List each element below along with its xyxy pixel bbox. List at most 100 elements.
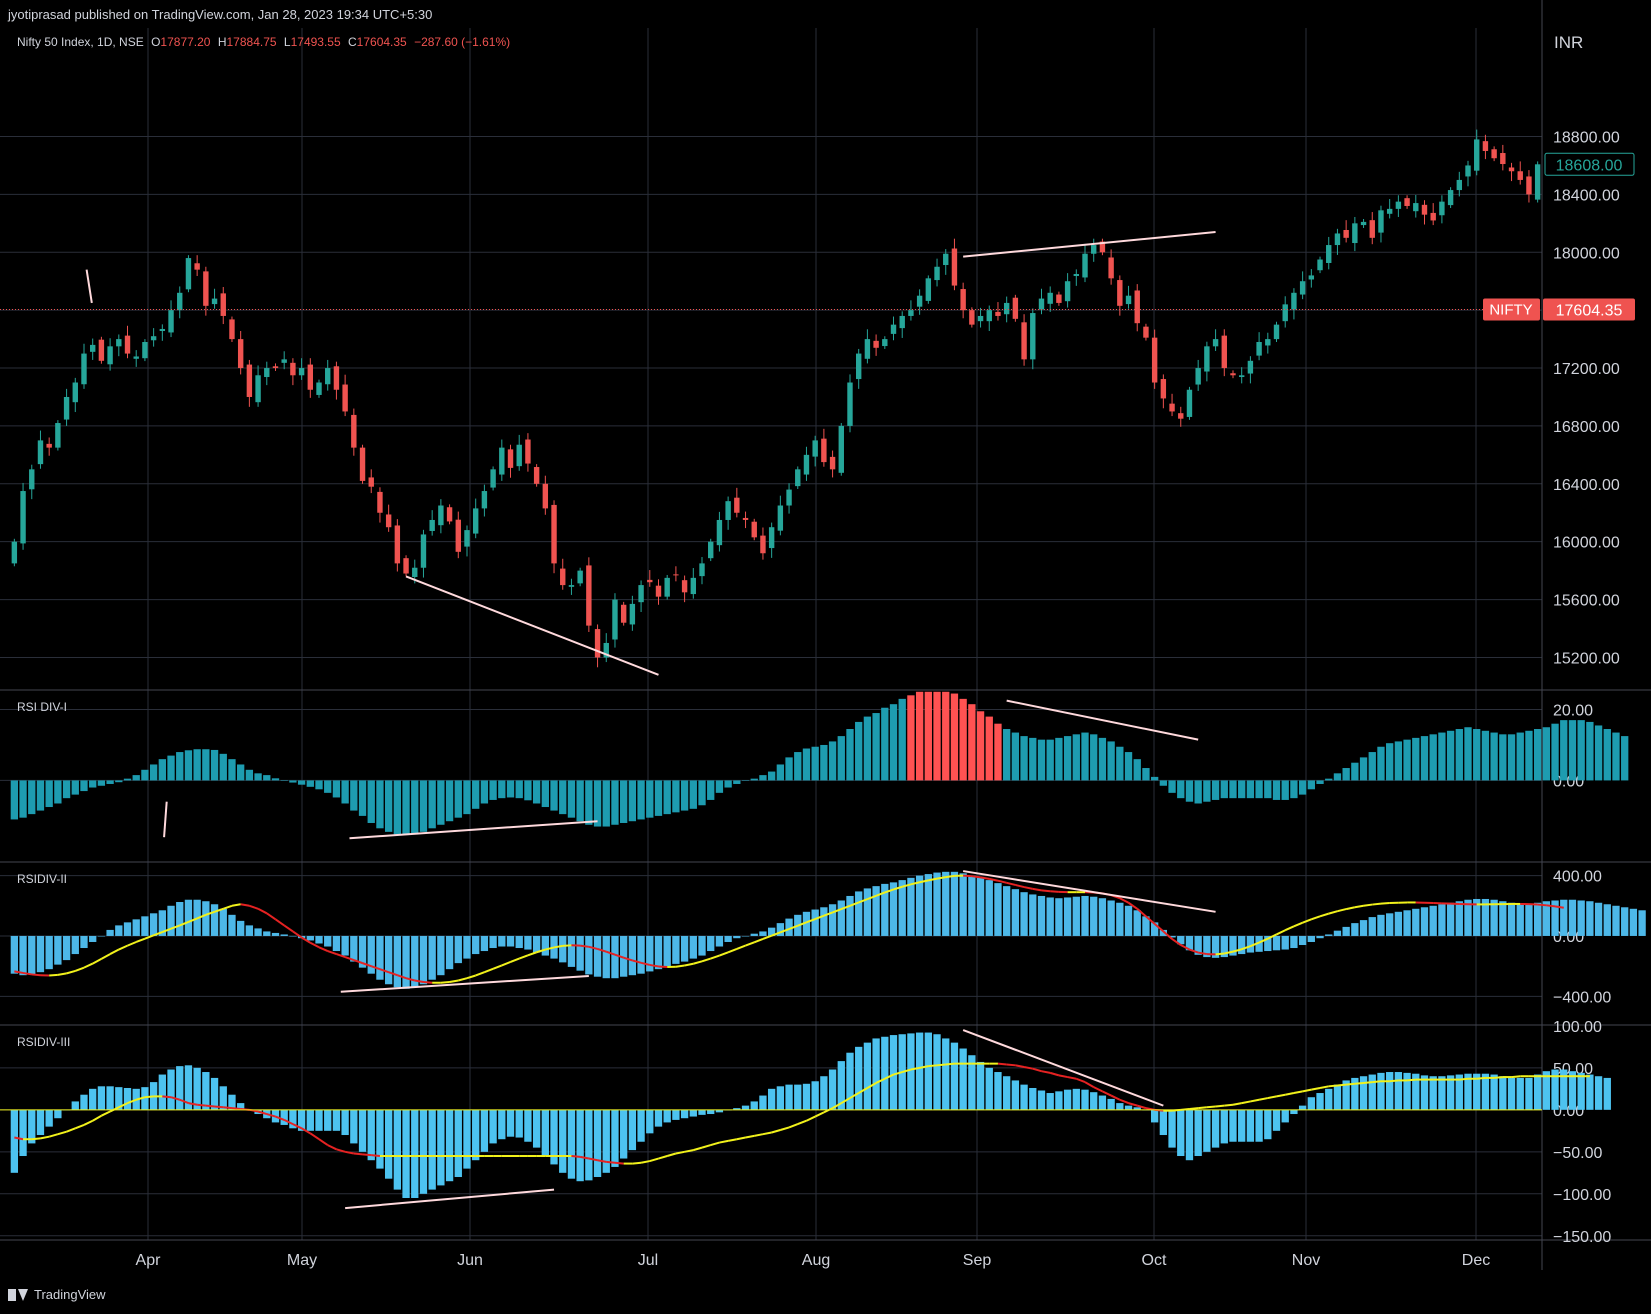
tradingview-footer[interactable]: TradingView [8, 1287, 106, 1302]
histogram-bar [942, 871, 950, 936]
divergence-trendline [349, 820, 598, 840]
signal-line-segment [240, 903, 250, 907]
signal-line-segment [614, 953, 624, 959]
candle-body [438, 505, 444, 526]
histogram-bar [576, 935, 584, 971]
histogram-bar [263, 775, 271, 781]
candle-body [734, 497, 740, 513]
signal-line-segment [901, 883, 912, 888]
candle-body [107, 346, 113, 365]
histogram-bar [733, 1108, 741, 1110]
histogram-bar [637, 1109, 645, 1142]
candle-body [185, 258, 192, 290]
histogram-bar [1542, 727, 1551, 781]
candle-body [1308, 275, 1315, 280]
histogram-bar [1220, 780, 1228, 799]
signal-line-segment [832, 908, 842, 914]
histogram-bar [419, 1109, 428, 1194]
candle-body [89, 344, 96, 352]
histogram-bar [45, 935, 53, 970]
signal-line-segment [693, 960, 703, 965]
histogram-bar [1594, 1076, 1603, 1110]
histogram-bar [863, 888, 872, 936]
histogram-bar [863, 716, 872, 781]
histogram-bar [1316, 1093, 1324, 1110]
histogram-bar [1229, 935, 1237, 956]
signal-line-segment [144, 934, 154, 940]
histogram-bar [707, 780, 715, 800]
histogram-bar [1429, 905, 1437, 936]
candle-body [977, 315, 984, 322]
histogram-bar [1455, 1074, 1463, 1110]
histogram-bar [341, 780, 349, 804]
histogram-bar [1368, 917, 1376, 936]
signal-line-segment [1293, 1090, 1303, 1095]
candle-body [708, 541, 714, 559]
histogram-bar [1446, 902, 1455, 936]
signal-line-segment [153, 931, 163, 937]
candle-body [1517, 171, 1523, 180]
histogram-bar [1490, 899, 1498, 936]
histogram-bar [1507, 734, 1516, 781]
candle-body [638, 585, 644, 603]
histogram-bar [733, 935, 741, 939]
candle-body [786, 489, 792, 506]
histogram-bar [976, 1061, 985, 1110]
histogram-bar [1229, 780, 1237, 799]
candle-body [969, 310, 975, 325]
histogram-bar [959, 698, 967, 781]
histogram-bar [524, 935, 532, 950]
candle-body [1117, 280, 1123, 306]
histogram-bar [567, 1109, 576, 1179]
histogram-bar [628, 780, 637, 822]
histogram-bar [559, 1109, 567, 1173]
histogram-bar [515, 935, 523, 949]
histogram-bar [1377, 746, 1385, 781]
histogram-bar [1455, 729, 1463, 781]
candle-body [1456, 179, 1463, 191]
histogram-bar [1446, 1075, 1455, 1110]
histogram-bar [97, 935, 106, 937]
histogram-bar [620, 935, 628, 977]
histogram-bar [828, 1069, 837, 1110]
signal-line-segment [649, 963, 659, 968]
histogram-bar [1525, 1077, 1533, 1110]
histogram-bar [384, 780, 393, 832]
candle-body [1378, 210, 1384, 233]
signal-line-segment [640, 1160, 650, 1164]
histogram-bar [167, 755, 175, 781]
histogram-bar [193, 1067, 201, 1110]
histogram-bar [149, 764, 158, 781]
histogram-bar [1011, 1080, 1020, 1110]
histogram-bar [532, 780, 541, 804]
histogram-bar [393, 1109, 402, 1190]
histogram-bar [332, 1109, 341, 1131]
histogram-bar [498, 1109, 506, 1140]
histogram-bar [358, 1109, 367, 1152]
signal-line-segment [1206, 1105, 1216, 1109]
candle-body [934, 266, 940, 281]
histogram-bar [1090, 896, 1098, 936]
histogram-bar [1473, 1073, 1481, 1110]
histogram-bar [1525, 730, 1533, 781]
histogram-bar [1063, 1089, 1072, 1110]
histogram-bar [707, 935, 715, 952]
signal-line-segment [48, 1133, 59, 1138]
signal-line-segment [371, 1154, 381, 1158]
histogram-bar [1533, 902, 1542, 936]
histogram-bar [907, 877, 915, 936]
signal-line-segment [205, 910, 215, 916]
candle-body [1386, 208, 1393, 214]
signal-line-segment [1346, 1082, 1355, 1086]
legend-open-value: 17877.20 [160, 35, 211, 49]
signal-line-segment [309, 1132, 320, 1141]
histogram-bar [480, 935, 489, 952]
signal-line-segment [1258, 1097, 1268, 1101]
histogram-bar [489, 1109, 497, 1144]
signal-line-segment [1546, 904, 1556, 908]
signal-line-segment [1302, 1088, 1312, 1093]
histogram-bar [445, 780, 454, 822]
histogram-bar [654, 1109, 663, 1127]
histogram-bar [1412, 908, 1420, 936]
